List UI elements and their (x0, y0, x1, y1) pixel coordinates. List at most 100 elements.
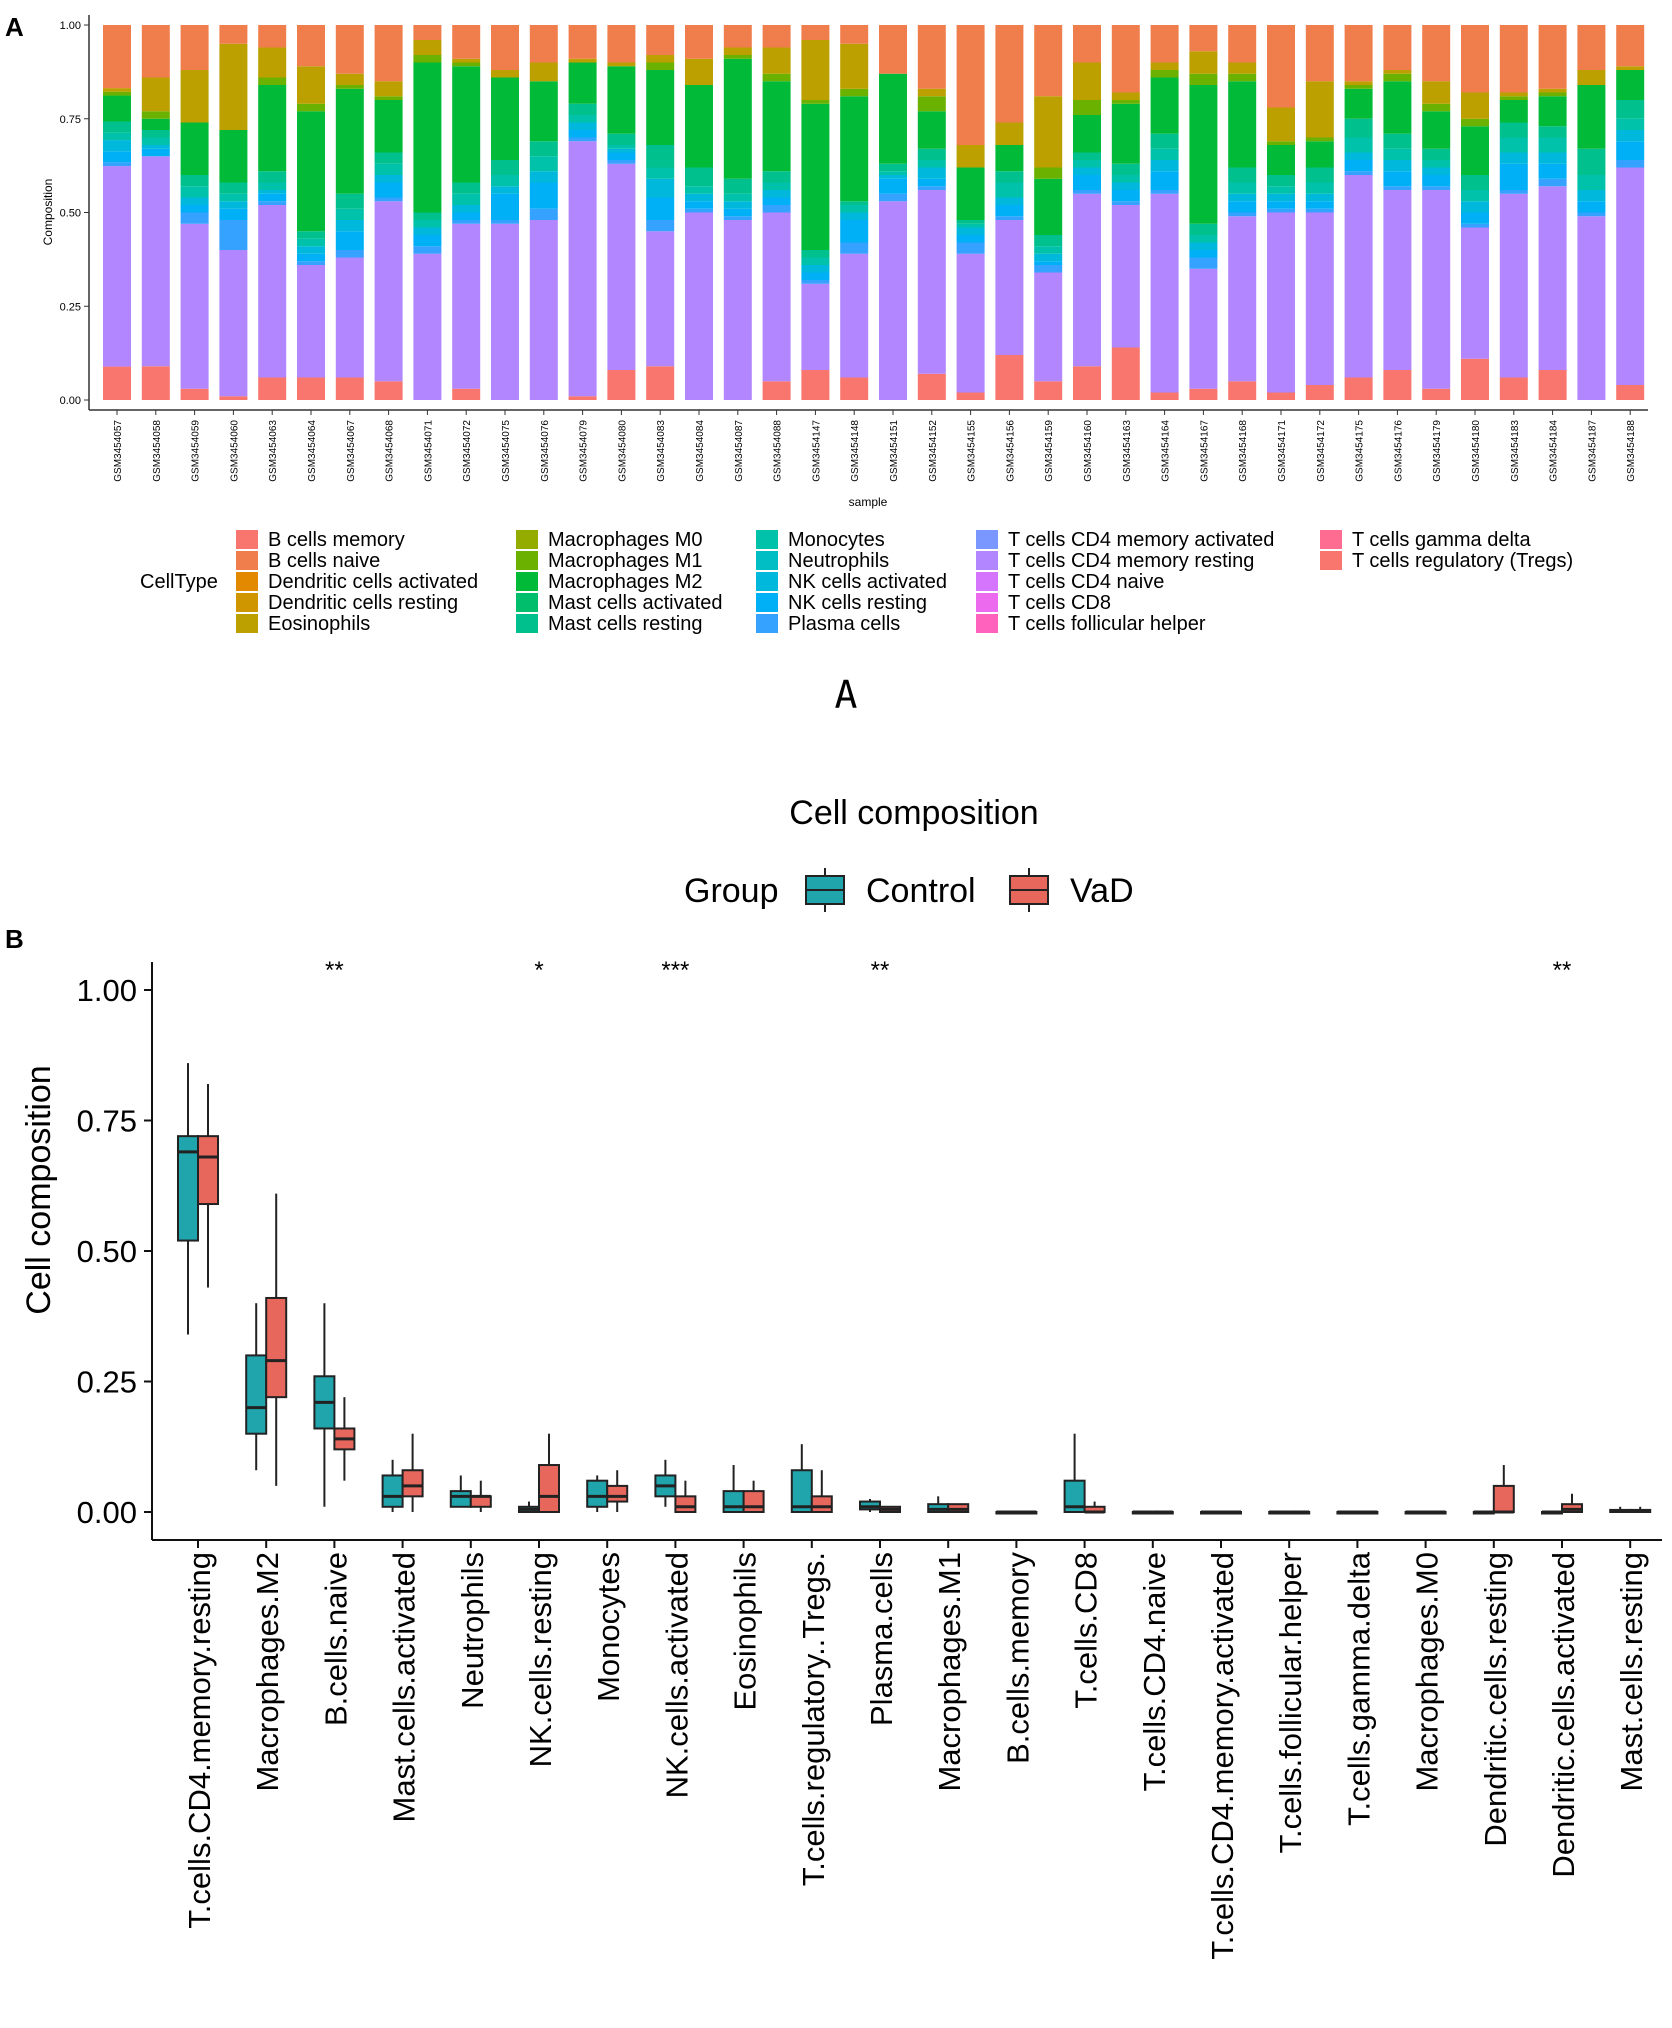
stacked-bar-segment (917, 25, 946, 89)
legend-swatch (976, 530, 998, 549)
sample-label: GSM3454187 (1587, 420, 1598, 482)
stacked-bar-segment (335, 377, 364, 400)
legend-title: CellType (140, 571, 218, 593)
stacked-bar-segment (1189, 235, 1218, 243)
sample-label: GSM3454168 (1238, 420, 1249, 482)
stacked-bar-segment (1073, 115, 1101, 153)
stacked-bar-segment (103, 88, 131, 92)
stacked-bar-segment (1499, 25, 1528, 93)
stacked-bar-segment (297, 377, 325, 400)
stacked-bar-segment (840, 212, 869, 220)
stacked-bar-segment (1150, 190, 1179, 194)
panel-a-x-axis-label: sample (849, 495, 888, 509)
legend-label: T cells CD4 memory resting (1008, 550, 1254, 572)
stacked-bar-segment (491, 25, 519, 70)
stacked-bar-segment (840, 43, 869, 89)
stacked-bar-segment (180, 388, 209, 400)
stacked-bar-segment (646, 167, 675, 179)
stacked-bar-segment (335, 193, 364, 209)
stacked-bar-segment (180, 223, 209, 389)
stacked-bar-segment (529, 25, 558, 63)
stacked-bar-segment (258, 25, 287, 48)
stacked-bar-segment (1422, 388, 1451, 400)
stacked-bar-segment (491, 223, 519, 400)
stacked-bar-segment (646, 55, 675, 63)
legend-swatch (756, 530, 778, 549)
stacked-bar-segment (1150, 62, 1179, 70)
significance-marker: *** (661, 957, 689, 984)
stacked-bar-segment (335, 231, 364, 250)
sample-label: GSM3454171 (1277, 420, 1288, 482)
stacked-bar-segment (801, 272, 830, 280)
stacked-bar-segment (1577, 175, 1606, 190)
stacked-bar-segment (1111, 92, 1140, 100)
sample-label: GSM3454067 (346, 420, 357, 482)
stacked-bar-segment (180, 205, 209, 213)
stacked-bar-segment (1228, 73, 1257, 82)
stacked-bar-segment (801, 257, 830, 265)
panel-a-letter: A (5, 12, 24, 42)
stacked-bar-segment (219, 193, 248, 202)
stacked-bar-segment (374, 175, 403, 183)
legend-swatch (976, 572, 998, 591)
stacked-bar-segment (1344, 175, 1373, 378)
stacked-bar-segment (1461, 92, 1489, 119)
category-label: T.cells.CD8 (1069, 1552, 1104, 1709)
stacked-bar-segment (1461, 118, 1489, 127)
category-label: NK.cells.resting (523, 1552, 558, 1767)
stacked-bar-segment (413, 220, 442, 228)
stacked-bar-segment (180, 197, 209, 205)
stacked-bar-segment (646, 178, 675, 198)
stacked-bar-segment (879, 193, 907, 202)
sample-label: GSM3454068 (385, 420, 396, 482)
stacked-bar-segment (1538, 126, 1567, 138)
sample-label: GSM3454057 (113, 420, 124, 482)
stacked-bar-segment (1189, 25, 1218, 52)
box-vad (1492, 1484, 1515, 1514)
category-label: T.cells.regulatory..Tregs. (796, 1552, 831, 1886)
box-vad (674, 1495, 697, 1513)
stacked-bar-segment (1577, 190, 1606, 202)
legend-label: B cells memory (268, 529, 405, 551)
stacked-bar-segment (1305, 193, 1334, 202)
significance-marker: * (534, 957, 543, 984)
sample-label: GSM3454064 (307, 420, 318, 482)
box-vad (401, 1469, 424, 1498)
stacked-bar-segment (956, 227, 985, 235)
stacked-bar-segment (374, 163, 403, 175)
stacked-bar-segment (801, 265, 830, 273)
legend-swatch (756, 614, 778, 633)
category-label: Monocytes (591, 1552, 626, 1702)
stacked-bar-segment (1034, 178, 1063, 235)
stacked-bar-segment (1034, 253, 1063, 262)
stacked-bar-segment (1422, 148, 1451, 160)
stacked-bar-segment (607, 163, 636, 370)
box-control (245, 1354, 268, 1435)
category-label: Macrophages.M2 (250, 1552, 285, 1792)
stacked-bar-segment (1305, 212, 1334, 385)
stacked-bar-segment (840, 25, 869, 44)
stacked-bar-segment (607, 66, 636, 134)
stacked-bar-segment (762, 212, 791, 382)
stacked-bar-segment (1383, 148, 1412, 160)
stacked-bar-segment (413, 55, 442, 63)
stacked-bar-segment (1073, 100, 1101, 115)
sample-label: GSM3454164 (1161, 420, 1172, 482)
stacked-bar-segment (491, 220, 519, 224)
stacked-bar-segment (1228, 381, 1257, 400)
stacked-bar-segment (1305, 385, 1334, 400)
sample-label: GSM3454159 (1044, 420, 1055, 482)
legend-swatch (516, 530, 538, 549)
box-vad (265, 1296, 288, 1399)
legend-label: T cells CD8 (1008, 592, 1111, 614)
stacked-bar-segment (1538, 96, 1567, 127)
stacked-bar-segment (1034, 272, 1063, 382)
stacked-bar-segment (879, 178, 907, 194)
sample-label: GSM3454179 (1432, 420, 1443, 482)
stacked-bar-segment (1499, 96, 1528, 100)
stacked-bar-segment (685, 201, 713, 209)
stacked-bar-segment (723, 55, 752, 59)
stacked-bar-segment (452, 220, 481, 224)
stacked-bar-segment (917, 111, 946, 149)
stacked-bar-segment (1422, 25, 1451, 82)
